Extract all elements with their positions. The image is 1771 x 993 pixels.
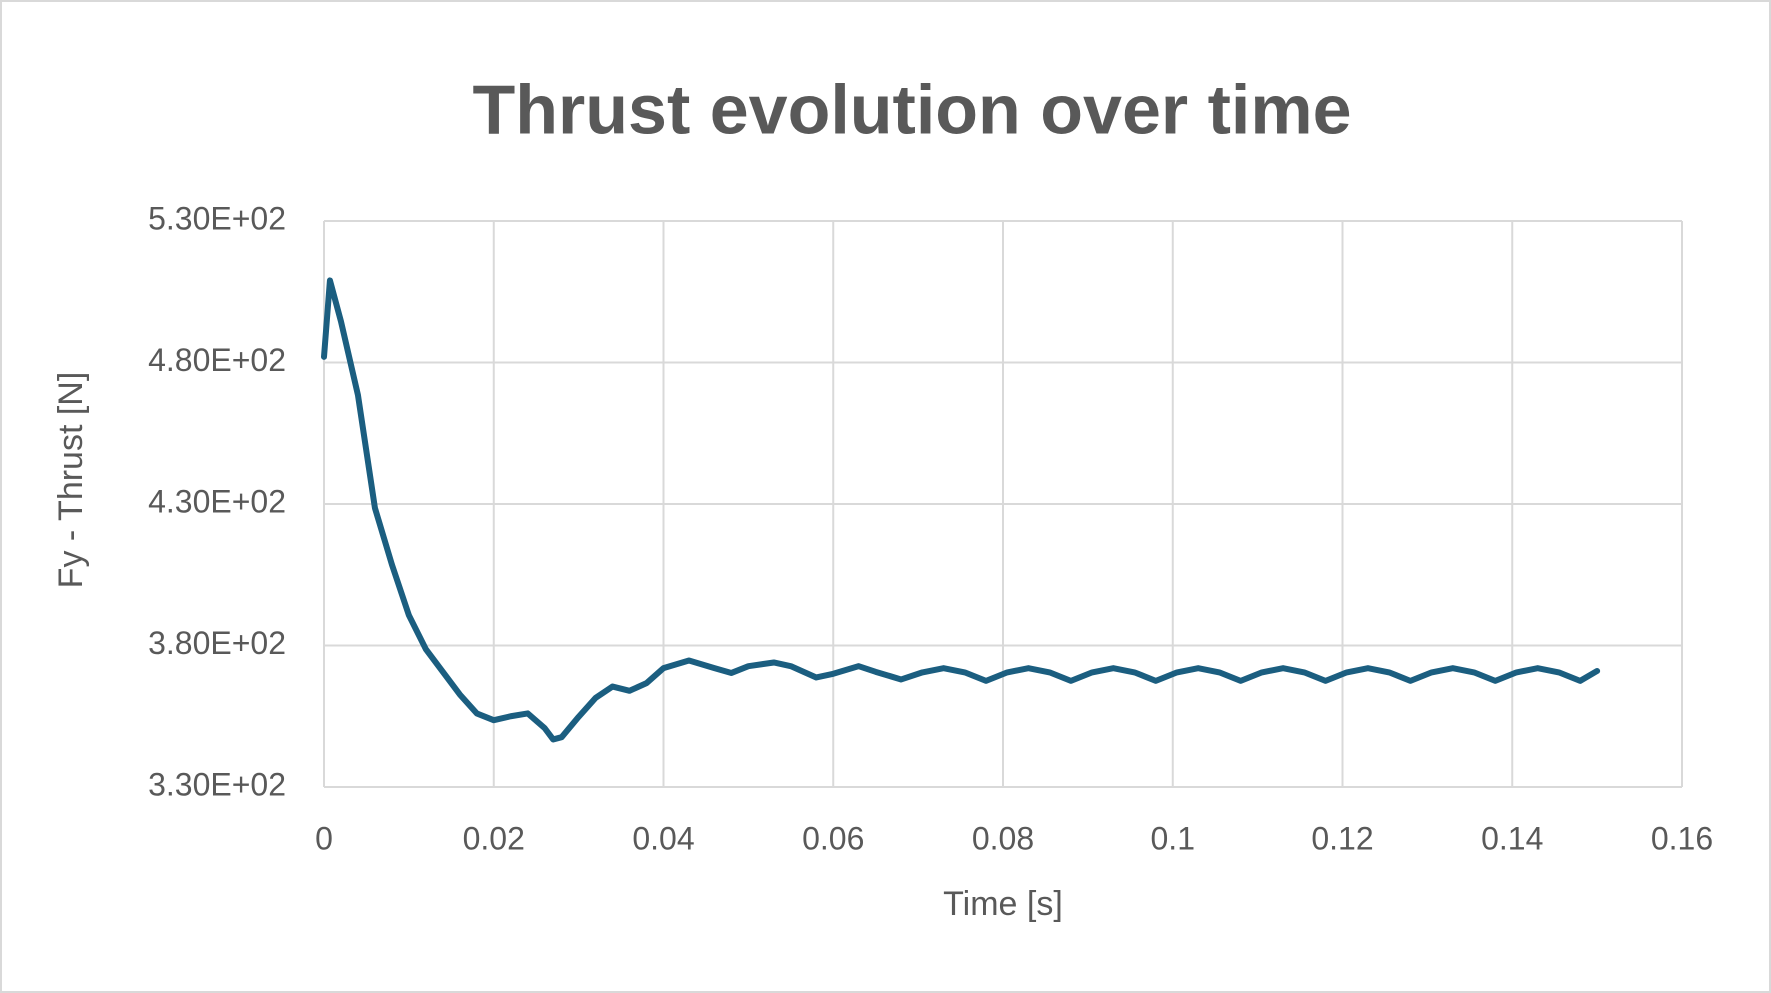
y-tick-label: 3.30E+02 [148, 766, 286, 802]
x-tick-label: 0.04 [632, 820, 694, 856]
x-tick-label: 0.16 [1651, 820, 1713, 856]
y-tick-label: 3.80E+02 [148, 625, 286, 661]
x-axis-title: Time [s] [943, 885, 1063, 923]
x-tick-label: 0.1 [1151, 820, 1195, 856]
y-tick-label: 4.30E+02 [148, 483, 286, 519]
y-tick-label: 4.80E+02 [148, 342, 286, 378]
y-axis-title: Fy - Thrust [N] [52, 372, 90, 589]
x-tick-label: 0.02 [463, 820, 525, 856]
x-tick-label: 0.14 [1481, 820, 1543, 856]
x-tick-label: 0.12 [1311, 820, 1373, 856]
y-tick-label: 5.30E+02 [148, 200, 286, 236]
chart-title: Thrust evolution over time [473, 70, 1352, 148]
x-tick-label: 0 [315, 820, 333, 856]
data-line [321, 277, 1601, 743]
x-tick-label: 0.08 [972, 820, 1034, 856]
x-tick-label: 0.06 [802, 820, 864, 856]
